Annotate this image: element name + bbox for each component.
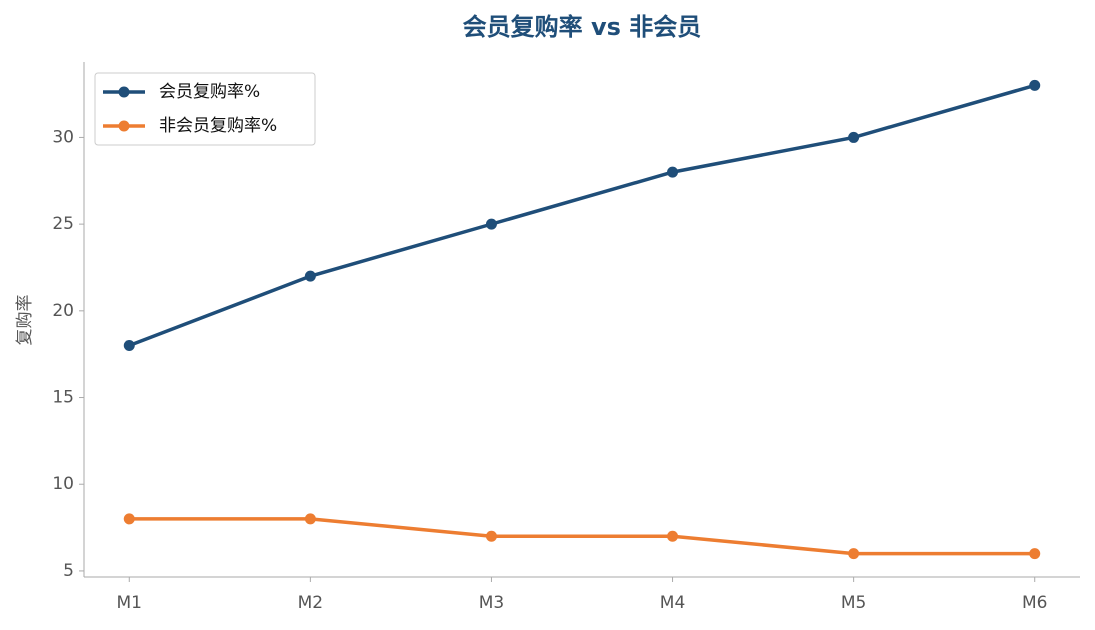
data-point: [848, 131, 860, 143]
data-point: [1029, 79, 1041, 91]
legend-label: 非会员复购率%: [159, 116, 277, 136]
x-tick-label: M6: [1022, 593, 1047, 613]
y-tick-label: 25: [52, 214, 74, 234]
data-point: [123, 513, 135, 525]
data-point: [485, 218, 497, 230]
x-tick-label: M3: [479, 593, 504, 613]
legend-marker: [118, 120, 130, 132]
chart-title: 会员复购率 vs 非会员: [463, 13, 702, 41]
data-point: [304, 270, 316, 282]
legend-label: 会员复购率%: [159, 82, 260, 102]
legend-box: [94, 72, 316, 146]
data-point: [667, 166, 679, 178]
series-line: [128, 83, 1036, 348]
y-tick-label: 5: [63, 561, 74, 581]
x-tick-label: M4: [660, 593, 685, 613]
data-point: [123, 340, 135, 352]
y-tick-label: 15: [52, 388, 74, 408]
series-line: [129, 517, 1035, 556]
y-tick-label: 30: [52, 127, 74, 147]
data-point: [1029, 548, 1041, 560]
y-tick-label: 20: [52, 301, 74, 321]
data-point: [485, 530, 497, 542]
x-tick-label: M2: [298, 593, 323, 613]
x-tick-label: M5: [841, 593, 866, 613]
x-tick-label: M1: [117, 593, 142, 613]
data-point: [667, 530, 679, 542]
data-point: [848, 548, 860, 560]
data-point: [304, 513, 316, 525]
y-tick-label: 10: [52, 474, 74, 494]
legend-marker: [118, 86, 130, 98]
y-axis-label: 复购率: [15, 295, 35, 346]
